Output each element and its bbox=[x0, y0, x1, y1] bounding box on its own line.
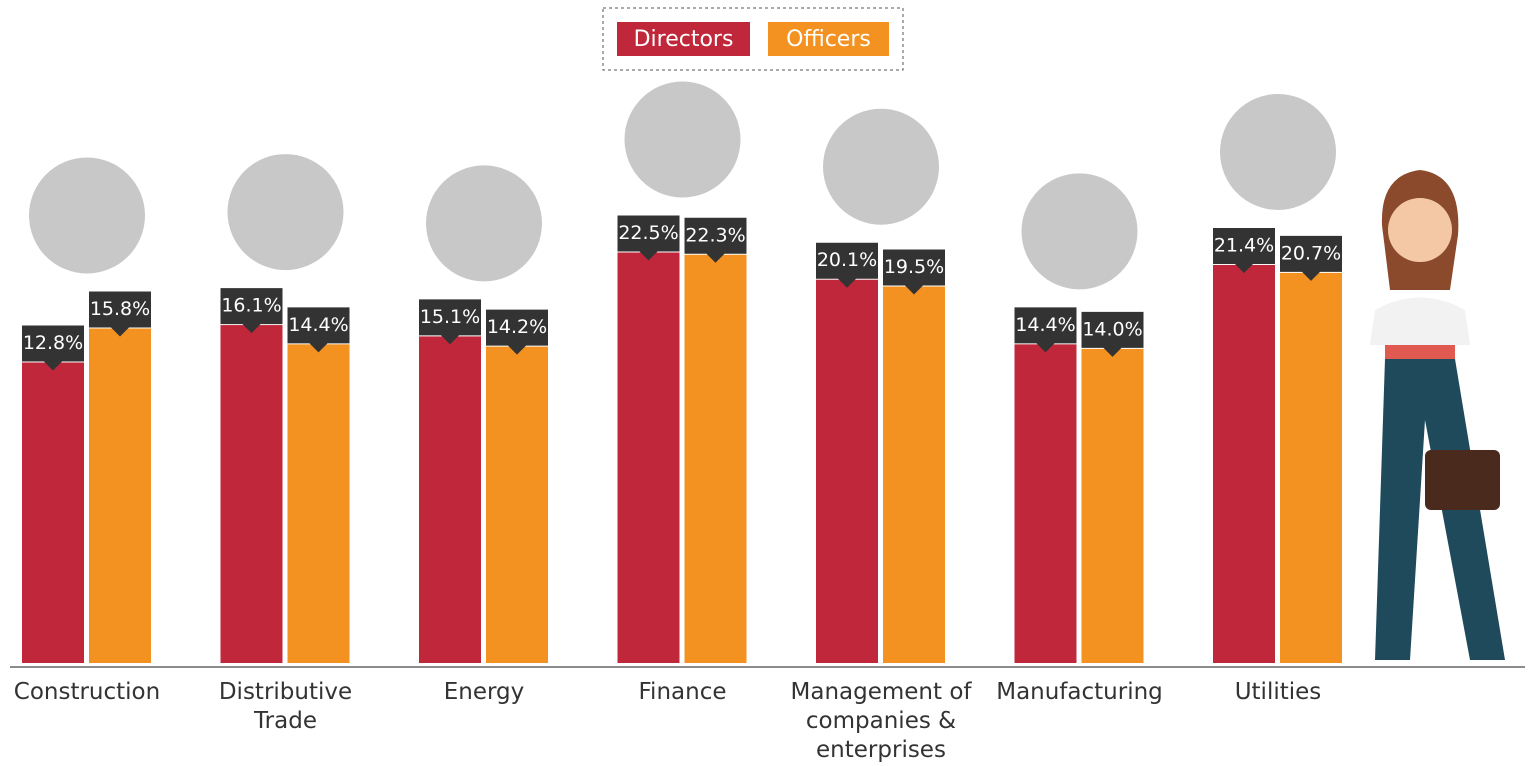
value-label: 20.7% bbox=[1281, 242, 1341, 264]
category-label: Utilities bbox=[1183, 678, 1373, 707]
bar bbox=[419, 336, 481, 663]
category-label: Energy bbox=[389, 678, 579, 707]
value-label: 14.4% bbox=[1015, 314, 1075, 336]
value-label: 15.1% bbox=[420, 306, 480, 328]
legend-label: Officers bbox=[786, 27, 871, 52]
bar bbox=[883, 287, 945, 663]
bar bbox=[22, 362, 84, 663]
value-label: 19.5% bbox=[884, 256, 944, 278]
category-icon bbox=[1220, 94, 1336, 210]
category-label: Finance bbox=[588, 678, 778, 707]
category-label: Distributive Trade bbox=[191, 678, 381, 736]
bar bbox=[618, 252, 680, 663]
bar bbox=[1280, 273, 1342, 663]
category-icon bbox=[625, 81, 741, 197]
category-icon bbox=[823, 109, 939, 225]
value-label: 14.4% bbox=[288, 314, 348, 336]
category-label: Management of companies & enterprises bbox=[786, 678, 976, 765]
bar bbox=[89, 328, 151, 663]
category-icon bbox=[228, 154, 344, 270]
category-icon bbox=[29, 157, 145, 273]
chart: Directors Officers 12.8% 15.8% 16.1% 14.4% 15.… bbox=[0, 0, 1531, 766]
page: Directors Officers 12.8% 15.8% 16.1% 14.4% 15.… bbox=[0, 0, 1531, 766]
category-label: Construction bbox=[0, 678, 182, 707]
value-label: 16.1% bbox=[221, 295, 281, 317]
value-label: 21.4% bbox=[1214, 234, 1274, 256]
value-label: 22.5% bbox=[618, 222, 678, 244]
value-label: 14.0% bbox=[1082, 318, 1142, 340]
bar bbox=[221, 325, 283, 663]
bar bbox=[1082, 349, 1144, 663]
category-label: Manufacturing bbox=[985, 678, 1175, 707]
value-label: 22.3% bbox=[685, 224, 745, 246]
value-label: 20.1% bbox=[817, 249, 877, 271]
category-icon bbox=[426, 165, 542, 281]
category-icon bbox=[1022, 173, 1138, 289]
value-label: 12.8% bbox=[23, 332, 83, 354]
bar bbox=[1015, 344, 1077, 663]
bar bbox=[1213, 265, 1275, 663]
legend-label: Directors bbox=[634, 27, 734, 52]
value-label: 15.8% bbox=[90, 298, 150, 320]
bar bbox=[288, 344, 350, 663]
bar bbox=[486, 347, 548, 663]
value-label: 14.2% bbox=[487, 316, 547, 338]
bar bbox=[685, 255, 747, 663]
bar bbox=[816, 280, 878, 663]
figure bbox=[1370, 170, 1505, 660]
